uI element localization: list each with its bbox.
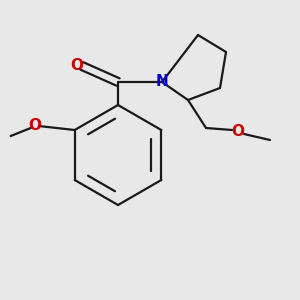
Text: N: N — [156, 74, 168, 88]
Text: O: O — [70, 58, 83, 74]
Text: O: O — [28, 118, 41, 134]
Text: O: O — [232, 124, 244, 140]
